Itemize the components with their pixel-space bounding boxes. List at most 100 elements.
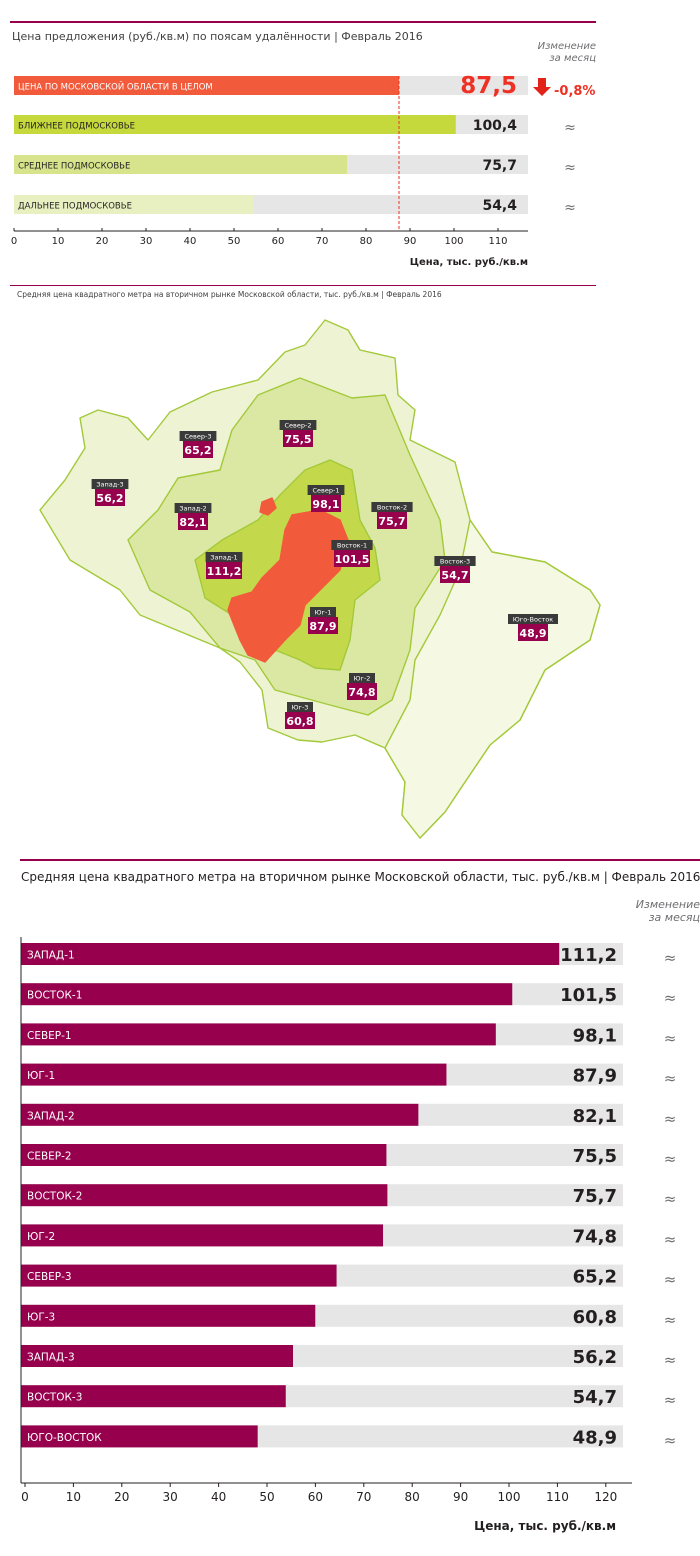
- change-approx-icon: ≈: [664, 1431, 677, 1449]
- bar-value-label: 75,5: [573, 1146, 617, 1167]
- map-region-value-box: [377, 512, 407, 529]
- x-tick-label: 110: [488, 236, 507, 247]
- bar: [21, 1425, 258, 1448]
- section2-top-rule: [10, 285, 596, 286]
- price-belt-chart: ЦЕНА ПО МОСКОВСКОЙ ОБЛАСТИ В ЦЕЛОМ 87,5 -0…: [11, 73, 596, 268]
- map-region-value: 48,9: [519, 627, 546, 640]
- x-tick-label: 50: [228, 236, 241, 247]
- bar-category-label: ЗАПАД-3: [27, 1352, 75, 1364]
- map-region-value: 74,8: [348, 686, 375, 699]
- map-region-tag: [349, 673, 375, 683]
- bar-category-label: ЮГ-2: [27, 1231, 55, 1243]
- map-region-value: 75,7: [378, 515, 405, 528]
- map-region-tag: [179, 431, 217, 441]
- x-tick-label: 20: [114, 1490, 129, 1504]
- bar-category-label: ЗАПАД-2: [27, 1110, 75, 1122]
- map-region-name: Юг-3: [292, 704, 309, 712]
- map-region-value-box: [311, 495, 341, 512]
- bar-value-label: 87,9: [573, 1066, 617, 1087]
- x-tick-label: 30: [163, 1490, 178, 1504]
- map-region-value: 54,7: [441, 569, 468, 582]
- change-approx-icon: ≈: [664, 1391, 677, 1409]
- map-region-value-box: [440, 566, 470, 583]
- map-region-name: Север-3: [185, 433, 212, 441]
- x-tick-label: 70: [356, 1490, 371, 1504]
- map-region-name: Восток-3: [440, 558, 470, 566]
- map-region-name: Запад-3: [96, 481, 123, 489]
- map-region-value-box: [95, 489, 125, 506]
- map-region-tag: [287, 702, 313, 712]
- change-approx-icon: ≈: [664, 1351, 677, 1369]
- bar: [21, 1385, 286, 1408]
- x-axis-label: Цена, тыс. руб./кв.м: [410, 256, 528, 268]
- change-approx-icon: ≈: [664, 1029, 677, 1047]
- bar-category-label: ЦЕНА ПО МОСКОВСКОЙ ОБЛАСТИ В ЦЕЛОМ: [18, 81, 213, 93]
- section1-change-header: Изменение за месяц: [537, 41, 596, 64]
- bar-category-label: ВОСТОК-3: [27, 1392, 82, 1404]
- map-region-value: 111,2: [207, 565, 242, 578]
- section1-title: Цена предложения (руб./кв.м) по поясам у…: [12, 30, 423, 43]
- bar-value-label: 48,9: [573, 1427, 617, 1448]
- bar-value-label: 56,2: [573, 1347, 617, 1368]
- bar: [21, 943, 560, 965]
- map-region-value: 82,1: [179, 516, 206, 529]
- map-region-name: Юг-1: [315, 609, 332, 617]
- bar-category-label: ЮГ-3: [27, 1311, 55, 1323]
- change-approx-icon: ≈: [664, 1230, 677, 1248]
- change-approx-icon: ≈: [664, 1070, 677, 1088]
- map-region-value: 87,9: [309, 620, 336, 633]
- x-tick-label: 50: [259, 1490, 274, 1504]
- map-region-tag: [279, 420, 317, 430]
- change-approx-icon: ≈: [664, 1110, 677, 1128]
- change-value: -0,8%: [554, 84, 595, 99]
- x-tick-label: 20: [96, 236, 109, 247]
- map-region-value: 101,5: [335, 553, 370, 566]
- map-region-tag: [174, 503, 212, 513]
- x-tick-label: 10: [66, 1490, 81, 1504]
- bar: [21, 1144, 387, 1166]
- map-region-name: Север-2: [285, 422, 312, 430]
- map-region-tag: [331, 540, 373, 550]
- map-moscow-enclave: [259, 497, 277, 516]
- map-region-name: Запад-1: [210, 554, 237, 562]
- section3-top-rule: [20, 859, 700, 861]
- section3-title: Средняя цена квадратного метра на вторич…: [21, 870, 700, 884]
- bar-category-label: ЮГ-1: [27, 1070, 55, 1082]
- bar-value-label: 65,2: [573, 1267, 617, 1288]
- map-region-value-box: [283, 430, 313, 447]
- x-tick-label: 0: [21, 1490, 29, 1504]
- map-region-name: Юг-2: [354, 675, 371, 683]
- x-tick-label: 80: [360, 236, 373, 247]
- bar-category-label: СЕВЕР-2: [27, 1151, 72, 1163]
- moscow-oblast-map: Север-3 65,2 Север-2 75,5 Запад-3 56,2 Север-1…: [39, 319, 601, 839]
- bar-category-label: БЛИЖНЕЕ ПОДМОСКОВЬЕ: [18, 122, 135, 132]
- x-tick-label: 0: [11, 236, 17, 247]
- bar-value-label: 100,4: [473, 118, 518, 134]
- x-tick-label: 100: [444, 236, 463, 247]
- x-tick-label: 60: [272, 236, 285, 247]
- map-region-tag: [310, 607, 336, 617]
- x-tick-label: 80: [405, 1490, 420, 1504]
- change-approx-icon: ≈: [564, 120, 576, 136]
- change-approx-icon: ≈: [564, 160, 576, 176]
- bar-value-label: 60,8: [573, 1307, 617, 1328]
- bar-value-label: 54,4: [482, 198, 517, 214]
- x-tick-label: 10: [52, 236, 65, 247]
- bar: [21, 1023, 496, 1046]
- x-axis-label: Цена, тыс. руб./кв.м: [474, 1519, 616, 1533]
- bar: [14, 195, 254, 214]
- bar: [14, 76, 399, 95]
- bar: [21, 1264, 337, 1287]
- map-region-value-box: [285, 712, 315, 729]
- bar: [21, 1063, 447, 1086]
- x-tick-label: 40: [211, 1490, 226, 1504]
- map-region-value: 98,1: [312, 498, 339, 511]
- map-region-value: 60,8: [286, 715, 313, 728]
- map-region-value-box: [178, 513, 208, 530]
- bar-value-label: 82,1: [573, 1106, 617, 1127]
- x-tick-label: 40: [184, 236, 197, 247]
- map-zone-south-east: [384, 519, 601, 839]
- map-region-name: Запад-2: [179, 505, 206, 513]
- bar: [21, 1304, 316, 1327]
- bar: [21, 1224, 384, 1247]
